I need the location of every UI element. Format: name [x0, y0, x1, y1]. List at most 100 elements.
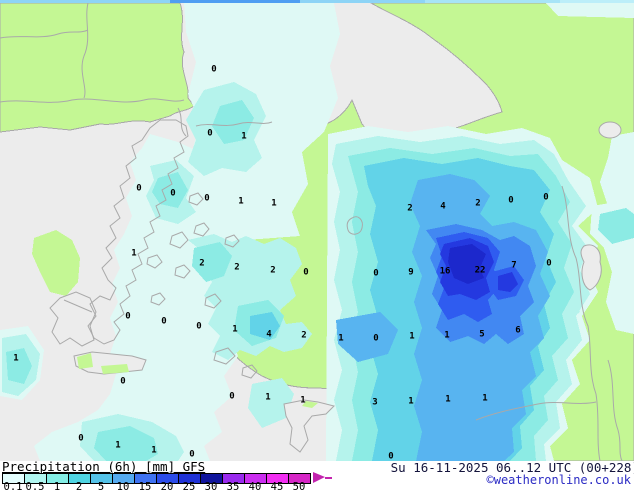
- grid-value-label: 0: [189, 450, 194, 460]
- weather-map: 00 10 0 0 1 1 2 4 2 0 012 2 2 0 0 9 16 22 7 00 0 0 1 4 2 1 0 1 1 5 610…: [0, 0, 634, 461]
- grid-value-label: 0: [211, 65, 216, 75]
- grid-value-label: 1: [271, 199, 276, 209]
- scale-label: 1: [53, 481, 61, 490]
- scale-segment: [157, 474, 179, 483]
- scale-label: 40: [248, 481, 262, 490]
- grid-value-label: 0: [508, 196, 513, 206]
- coastline-greece-mainland: [87, 119, 189, 345]
- grid-value-label: 0: [125, 312, 130, 322]
- scale-overflow-arrow-tail: [325, 477, 332, 479]
- grid-value-label: 2: [301, 331, 306, 341]
- precip-deep-core-east: [498, 272, 518, 292]
- precip-trace-ne-corner: [546, 3, 634, 18]
- grid-value-label: 0: [373, 269, 378, 279]
- grid-value-label: 1: [408, 397, 413, 407]
- grid-value-label: 1: [445, 395, 450, 405]
- scale-label: 30: [204, 481, 218, 490]
- scale-overflow-arrow: [313, 472, 325, 483]
- scale-segment: [25, 474, 47, 483]
- border-balkans-2: [0, 29, 89, 39]
- grid-value-label: 0: [161, 317, 166, 327]
- coastline-gulf-of-corinth: [63, 299, 93, 313]
- land-patch-west-greece: [32, 230, 80, 296]
- scale-segment: [179, 474, 201, 483]
- grid-value-label: 1: [232, 325, 237, 335]
- grid-value-label: 1: [409, 332, 414, 342]
- scale-label: 35: [226, 481, 240, 490]
- precip-cyan-aegean-a: [192, 242, 232, 282]
- scale-label: 20: [160, 481, 174, 490]
- grid-value-label: 0: [170, 189, 175, 199]
- grid-value-label: 1: [131, 249, 136, 259]
- grid-value-label: 0: [120, 377, 125, 387]
- grid-value-label: 4: [266, 330, 272, 340]
- island-cyprus: [283, 399, 335, 453]
- scale-segment: [91, 474, 113, 483]
- scale-label: 2: [75, 481, 83, 490]
- scale-segment: [135, 474, 157, 483]
- grid-value-label: 22: [475, 266, 486, 276]
- precip-sky-west-lobe: [336, 312, 398, 362]
- grid-value-label: 0: [78, 434, 83, 444]
- precip-cyan-west-of-crete: [6, 348, 32, 384]
- precip-light-se-aegean: [248, 378, 294, 428]
- lake-van: [580, 244, 602, 291]
- grid-value-label: 0: [543, 193, 548, 203]
- grid-value-label: 0: [388, 452, 393, 462]
- coastline-marmara: [195, 121, 273, 127]
- coastlines-and-borders: [0, 2, 623, 461]
- grid-value-label: 0: [373, 334, 378, 344]
- scale-segment: [113, 474, 135, 483]
- grid-value-label: 1: [13, 354, 18, 364]
- lake-tuz-outline: [346, 216, 363, 235]
- precip-cyan-south-lobe: [94, 426, 158, 461]
- grid-value-label: 1: [444, 331, 449, 341]
- scale-label: 50: [292, 481, 306, 490]
- lake-caucasus: [598, 121, 622, 139]
- grid-value-label: 1: [338, 334, 343, 344]
- grid-value-labels: 00 10 0 0 1 1 2 4 2 0 012 2 2 0 0 9 16 22 7 00 0 0 1 4 2 1 0 1 1 5 610…: [13, 65, 551, 462]
- precip-trace-aegean: [34, 134, 272, 461]
- scale-label: 25: [182, 481, 196, 490]
- island-crete-green-west: [77, 353, 93, 369]
- scale-bar: [2, 473, 311, 484]
- grid-value-label: 0: [303, 268, 308, 278]
- grid-value-label: 1: [115, 441, 120, 451]
- precip-contours: [0, 3, 634, 461]
- scale-label: 15: [138, 481, 152, 490]
- top-edge-precip-strip: [0, 0, 634, 3]
- scale-segment: [3, 474, 25, 483]
- border-balkans-1: [81, 2, 89, 99]
- grid-value-label: 6: [515, 326, 520, 336]
- grid-value-label: 0: [136, 184, 141, 194]
- scale-label: 45: [270, 481, 284, 490]
- grid-value-label: 2: [234, 263, 239, 273]
- grid-value-label: 0: [229, 392, 234, 402]
- grid-value-label: 1: [482, 394, 487, 404]
- forecast-datetime: Su 16-11-2025 06..12 UTC (00+228): [390, 460, 634, 475]
- border-turkey-east-1: [561, 185, 601, 461]
- scale-segment: [47, 474, 69, 483]
- islands-and-lakes: [73, 121, 622, 453]
- copyright: ©weatheronline.co.uk: [486, 473, 632, 487]
- precip-teal-aegean-dot: [250, 312, 280, 340]
- precip-cyan-ne-blob: [598, 208, 634, 244]
- scale-segment: [267, 474, 289, 483]
- scale-segment: [245, 474, 267, 483]
- grid-value-label: 1: [241, 132, 246, 142]
- scale-label: 5: [97, 481, 105, 490]
- grid-value-label: 0: [204, 194, 209, 204]
- grid-value-label: 5: [479, 330, 484, 340]
- border-thrace: [177, 107, 187, 137]
- grid-value-label: 3: [372, 398, 377, 408]
- island-crete-green-south: [101, 364, 129, 374]
- precip-dark-core: [448, 244, 486, 284]
- scale-segment: [201, 474, 223, 483]
- grid-value-label: 1: [151, 446, 156, 456]
- scale-labels: 0.1 0.5 1 2 5 10 15 20 25 30 35 40 45 50: [2, 481, 332, 490]
- grid-value-label: 4: [440, 202, 446, 212]
- grid-value-label: 2: [475, 199, 480, 209]
- scale-label: 10: [116, 481, 130, 490]
- legend-title: Precipitation (6h) [mm] GFS: [2, 459, 206, 474]
- border-balkans-3: [0, 98, 185, 103]
